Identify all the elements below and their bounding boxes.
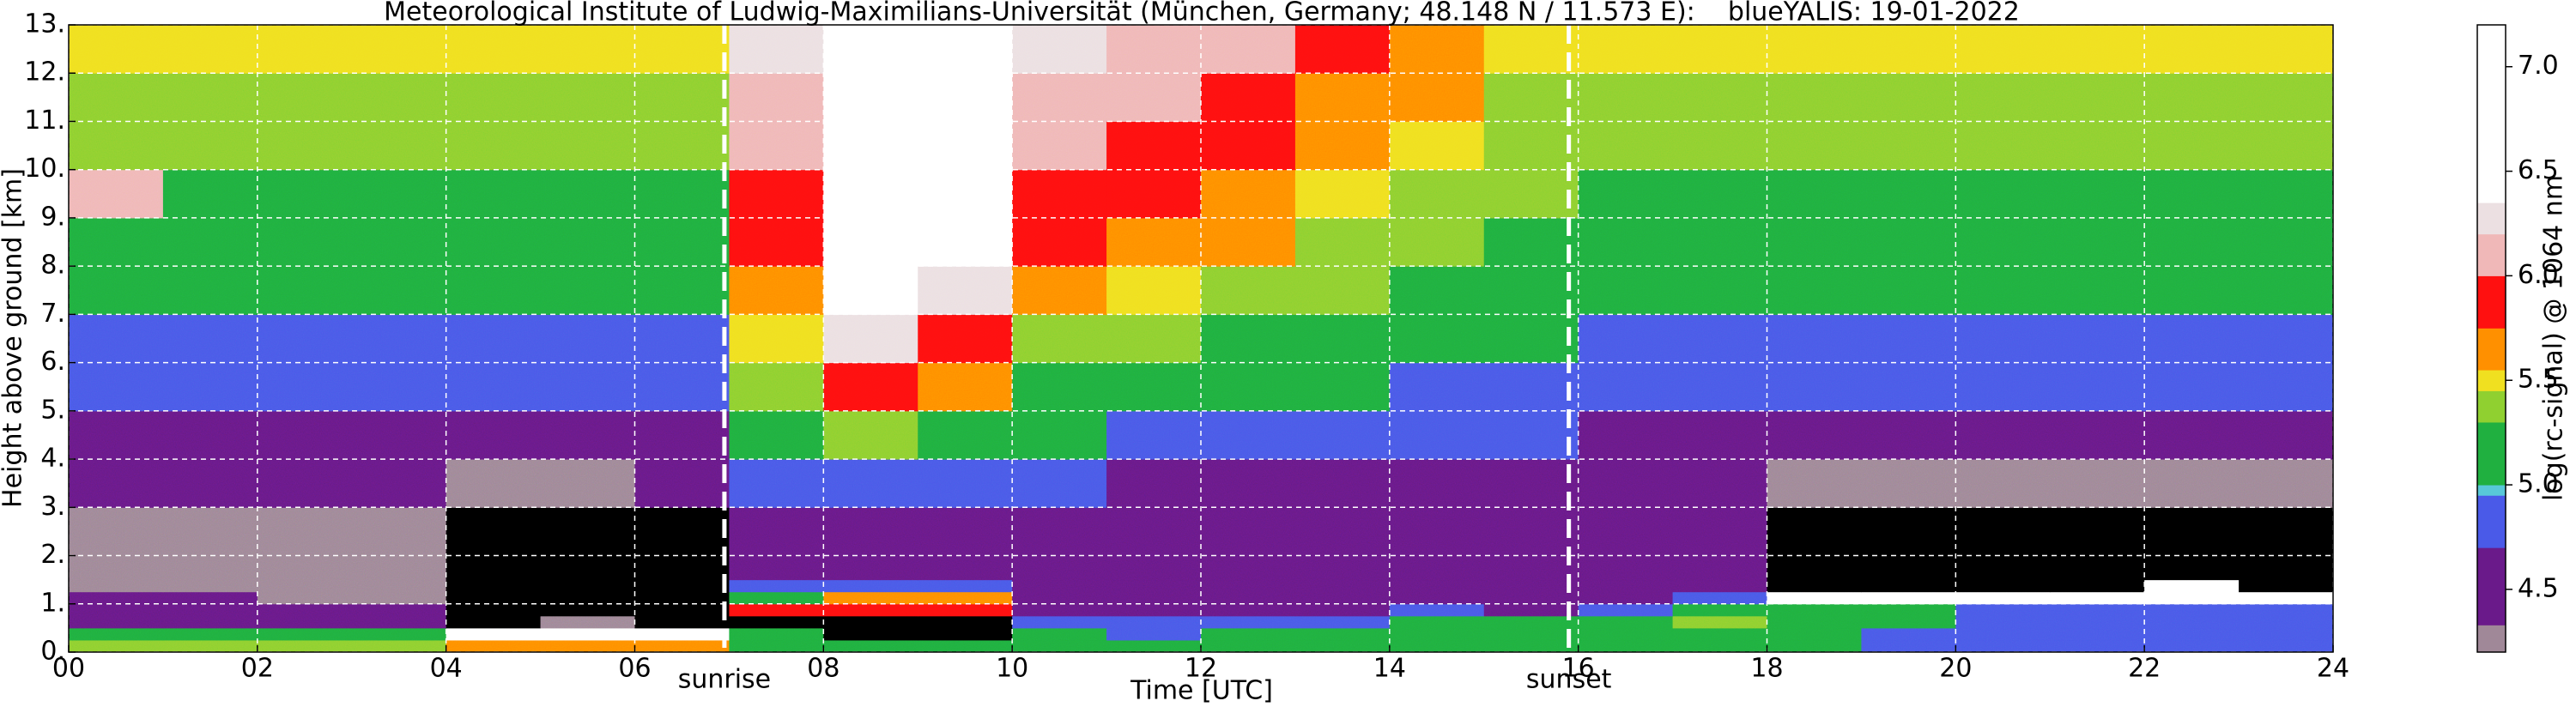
x-tick-label: 14 (1373, 654, 1406, 684)
x-tick-label: 10 (996, 654, 1028, 684)
colorbar-segment (2477, 275, 2506, 329)
colorbar-segment (2477, 202, 2506, 235)
x-tick-label: 18 (1750, 654, 1783, 684)
y-tick-label: 1. (40, 588, 65, 618)
colorbar-segment (2477, 547, 2506, 625)
colorbar-label: log(rc-signal) @ 1064 nm (2539, 175, 2569, 501)
x-tick-label: 00 (52, 654, 85, 684)
x-axis-label: Time [UTC] (1130, 676, 1273, 706)
y-tick-label: 13. (24, 9, 65, 39)
y-tick-label: 8. (40, 251, 65, 281)
x-tick-label: 08 (807, 654, 839, 684)
y-tick-label: 6. (40, 347, 65, 377)
y-tick-label: 9. (40, 202, 65, 232)
x-tick-label: 20 (1939, 654, 1972, 684)
y-tick-label: 10. (24, 154, 65, 184)
colorbar-segment (2477, 625, 2506, 653)
y-axis-label: Height above ground [km] (0, 168, 28, 508)
colorbar-segment (2477, 233, 2506, 276)
colorbar-segment (2477, 25, 2506, 203)
x-tick-label: 04 (430, 654, 463, 684)
colorbar-tick-label: 7.0 (2518, 51, 2559, 81)
y-tick-label: 2. (40, 540, 65, 570)
chart-title: Meteorological Institute of Ludwig-Maxim… (384, 0, 2020, 27)
colorbar-segment (2477, 328, 2506, 371)
x-tick-label: 22 (2128, 654, 2161, 684)
x-tick-label: 02 (241, 654, 274, 684)
y-tick-label: 11. (24, 106, 65, 136)
colorbar-segment (2477, 370, 2506, 391)
plot-frame (68, 24, 2334, 653)
colorbar-segment (2477, 485, 2506, 496)
colorbar-tick-label: 5.5 (2518, 365, 2559, 395)
colorbar-tick-label: 6.0 (2518, 260, 2559, 290)
colorbar-frame (2476, 24, 2506, 653)
y-tick-label: 4. (40, 444, 65, 474)
x-tick-label: 06 (618, 654, 651, 684)
colorbar-segment (2477, 495, 2506, 548)
colorbar-tick-label: 4.5 (2518, 573, 2559, 603)
y-tick-label: 5. (40, 395, 65, 425)
x-tick-label: 16 (1562, 654, 1595, 684)
annotation-label: sunset (1526, 665, 1612, 695)
colorbar-segment (2477, 421, 2506, 486)
colorbar-tick-label: 5.0 (2518, 469, 2559, 499)
colorbar-tick-label: 6.5 (2518, 155, 2559, 185)
x-tick-label: 12 (1185, 654, 1217, 684)
overlay: 00 02 04 06 08 10 12 14 16 18 20 22 24 0. 1. 2. 3. 4. 5. 6.… (24, 9, 2558, 695)
colorbar-segment (2477, 390, 2506, 423)
y-tick-label: 0. (40, 637, 65, 667)
y-tick-label: 7. (40, 299, 65, 329)
y-tick-label: 3. (40, 492, 65, 522)
x-tick-label: 24 (2317, 654, 2349, 684)
y-tick-label: 12. (24, 57, 65, 88)
annotation-label: sunrise (678, 665, 771, 695)
